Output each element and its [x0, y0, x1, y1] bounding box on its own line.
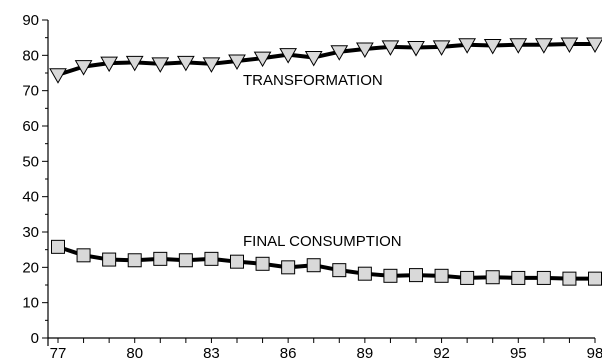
data-point-final-consumption: [102, 252, 117, 267]
x-tick-label: 80: [126, 345, 143, 360]
data-point-transformation: [483, 38, 502, 55]
data-point-final-consumption: [178, 253, 193, 268]
x-tick-label: 89: [357, 345, 374, 360]
data-point-final-consumption: [511, 270, 526, 285]
series-label-transformation: TRANSFORMATION: [243, 72, 383, 89]
data-point-final-consumption: [562, 271, 577, 286]
series-markers: [49, 37, 602, 286]
data-point-final-consumption: [127, 253, 142, 268]
data-point-final-consumption: [357, 266, 372, 281]
data-point-transformation: [304, 50, 323, 67]
data-point-transformation: [279, 48, 298, 64]
data-point-transformation: [253, 51, 272, 68]
y-tick-label: 60: [22, 118, 39, 135]
data-point-transformation: [228, 54, 246, 70]
y-tick-label: 80: [22, 47, 39, 64]
x-tick-label: 86: [280, 345, 297, 360]
y-tick-label: 10: [22, 295, 39, 312]
data-point-final-consumption: [460, 270, 475, 285]
data-point-transformation: [100, 56, 119, 73]
data-point-transformation: [355, 42, 374, 58]
y-tick-label: 40: [22, 189, 39, 206]
data-point-transformation: [381, 40, 400, 56]
series-line-final-consumption: [56, 244, 597, 281]
data-point-final-consumption: [153, 251, 168, 266]
data-point-final-consumption: [281, 260, 296, 275]
data-point-final-consumption: [306, 258, 321, 273]
data-point-final-consumption: [204, 251, 219, 266]
data-point-final-consumption: [409, 268, 423, 283]
y-tick-label: 70: [22, 83, 39, 100]
data-point-final-consumption: [536, 270, 551, 285]
series-line-transformation: [56, 42, 597, 77]
data-point-final-consumption: [255, 256, 270, 271]
y-tick-label: 90: [22, 12, 39, 29]
data-point-transformation: [125, 55, 144, 72]
data-point-transformation: [151, 57, 170, 73]
data-point-transformation: [202, 57, 221, 73]
data-point-transformation: [509, 38, 528, 54]
x-tick-label: 83: [203, 345, 220, 360]
y-tick-label: 50: [22, 153, 39, 170]
data-point-final-consumption: [383, 268, 398, 283]
data-point-transformation: [432, 40, 451, 56]
data-point-final-consumption: [332, 263, 347, 278]
data-point-transformation: [407, 41, 425, 57]
data-point-transformation: [534, 38, 553, 54]
x-tick-label: 98: [587, 345, 602, 360]
data-point-final-consumption: [230, 254, 244, 269]
data-point-transformation: [176, 55, 195, 72]
data-point-final-consumption: [51, 239, 65, 254]
data-point-transformation: [560, 37, 579, 54]
y-tick-label: 0: [31, 330, 39, 347]
data-point-final-consumption: [76, 248, 91, 263]
data-point-transformation: [330, 45, 349, 61]
data-point-final-consumption: [485, 270, 500, 285]
x-tick-label: 92: [433, 345, 450, 360]
axes: 0 10 20 30 40 50 60 70 80 90 77 80 83 86 89 92 95 98: [22, 12, 602, 360]
data-point-transformation: [49, 68, 67, 84]
x-tick-label: 77: [50, 345, 67, 360]
data-point-transformation: [586, 37, 602, 54]
y-tick-label: 20: [22, 259, 39, 276]
data-point-transformation: [458, 38, 477, 54]
y-tick-label: 30: [22, 224, 39, 241]
data-point-transformation: [74, 60, 93, 76]
series-lines: [56, 42, 597, 281]
data-point-final-consumption: [588, 271, 602, 286]
x-tick-label: 95: [510, 345, 527, 360]
data-point-final-consumption: [434, 268, 449, 283]
series-label-final-consumption: FINAL CONSUMPTION: [243, 233, 402, 250]
